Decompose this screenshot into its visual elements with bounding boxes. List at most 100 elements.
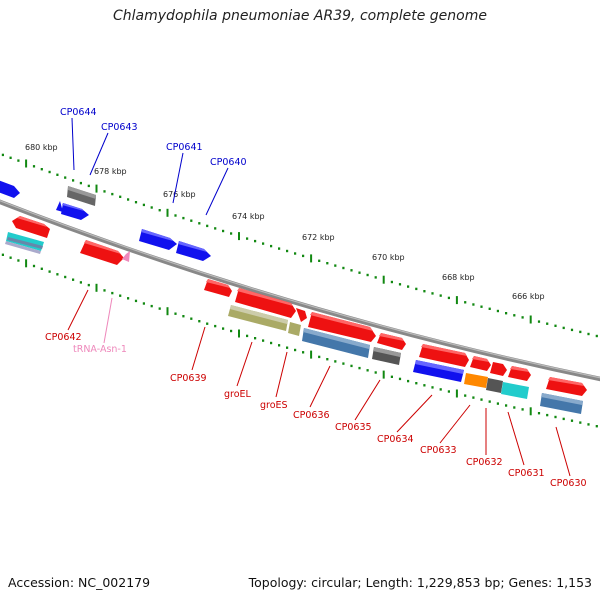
scale-tick	[79, 281, 82, 284]
gene-block	[61, 203, 89, 220]
gene-label-groel: groEL	[224, 389, 252, 400]
scale-tick	[310, 254, 313, 263]
outer-scale	[1, 153, 598, 338]
gene-label-cp0644: CP0644	[60, 107, 97, 118]
scale-tick	[318, 355, 321, 359]
accession-text: Accession: NC_002179	[8, 575, 151, 590]
gene-block	[235, 288, 296, 318]
scale-tick	[119, 195, 122, 198]
genome-stats-text: Topology: circular; Length: 1,229,853 bp…	[248, 575, 592, 590]
scale-tick	[447, 296, 450, 300]
scale-tick	[64, 275, 67, 279]
scale-tick	[103, 289, 106, 292]
scale-tick	[270, 244, 273, 248]
scale-tick	[111, 192, 114, 196]
scale-tick	[87, 283, 90, 287]
scale-tick	[496, 309, 499, 313]
scale-tick	[480, 305, 483, 308]
scale-tick	[222, 229, 225, 233]
scale-tick	[488, 400, 491, 403]
scale-tick	[382, 370, 385, 379]
gene-block	[296, 308, 307, 322]
scale-tick	[595, 334, 598, 338]
scale-tick	[48, 170, 51, 174]
scale-tick	[439, 294, 442, 297]
gene-block	[176, 241, 211, 261]
scale-tick	[1, 253, 4, 256]
gene-block	[308, 312, 376, 342]
scale-tick	[472, 303, 475, 306]
scale-tick	[119, 294, 122, 297]
scale-tick	[350, 364, 353, 368]
gene-label-trna-asn-1: tRNA-Asn-1	[73, 344, 127, 355]
scale-tick	[366, 369, 369, 372]
scale-tick	[103, 190, 106, 193]
kbp-label-666: 666 kbp	[512, 292, 545, 301]
scale-tick	[350, 269, 353, 272]
scale-tick	[17, 159, 20, 162]
scale-tick	[521, 408, 524, 411]
scale-tick	[262, 242, 265, 245]
scale-tick	[166, 208, 169, 217]
scale-tick	[505, 404, 508, 407]
scale-tick	[407, 379, 410, 383]
gene-label-groes: groES	[260, 400, 288, 411]
scale-tick	[537, 320, 541, 323]
scale-tick	[182, 315, 185, 318]
scale-tick	[278, 344, 281, 347]
scale-tick	[310, 350, 313, 359]
scale-tick	[358, 366, 361, 370]
scale-tick	[230, 232, 233, 235]
scale-tick	[158, 209, 161, 212]
scale-tick	[407, 285, 410, 288]
scale-tick	[554, 415, 557, 419]
scale-tick	[111, 291, 114, 295]
scale-tick	[174, 214, 177, 217]
scale-tick	[222, 327, 225, 330]
scale-tick	[398, 283, 402, 286]
scale-tick	[326, 358, 329, 361]
inner-scale	[1, 253, 598, 428]
scale-tick	[455, 296, 458, 305]
scale-tick	[521, 316, 524, 319]
scale-tick	[190, 317, 193, 320]
scale-tick	[40, 267, 43, 270]
scale-tick	[134, 299, 138, 303]
scale-tick	[342, 362, 345, 365]
gene-block	[56, 201, 63, 212]
scale-tick	[246, 334, 249, 338]
scale-tick	[32, 264, 36, 268]
kbp-label-672: 672 kbp	[302, 233, 335, 242]
gene-label-cp0632: CP0632	[466, 457, 503, 468]
scale-tick	[127, 198, 130, 201]
scale-tick	[529, 315, 532, 324]
scale-tick	[270, 341, 273, 345]
kbp-label-676: 676 kbp	[163, 190, 196, 199]
scale-tick	[56, 173, 59, 176]
reverse-genes	[5, 216, 587, 414]
scale-tick	[570, 328, 574, 332]
scale-tick	[358, 271, 361, 274]
gene-label-cp0643: CP0643	[101, 122, 138, 133]
gene-block	[464, 373, 488, 388]
gene-block	[288, 322, 301, 336]
gene-label-cp0633: CP0633	[420, 445, 457, 456]
scale-tick	[472, 396, 475, 399]
scale-tick	[398, 377, 402, 381]
scale-tick	[127, 297, 130, 300]
gene-block	[0, 180, 20, 198]
scale-tick	[32, 165, 36, 168]
scale-tick	[570, 419, 574, 422]
scale-tick	[318, 259, 321, 262]
scale-tick	[488, 307, 491, 310]
gene-block	[12, 216, 50, 238]
scale-tick	[238, 232, 240, 241]
scale-tick	[134, 201, 138, 204]
scale-tick	[206, 322, 209, 325]
scale-tick	[230, 329, 233, 333]
scale-tick	[48, 270, 51, 273]
scale-tick	[464, 394, 467, 397]
scale-tick	[546, 413, 549, 417]
scale-tick	[254, 337, 257, 340]
gene-label-cp0630: CP0630	[550, 478, 587, 489]
